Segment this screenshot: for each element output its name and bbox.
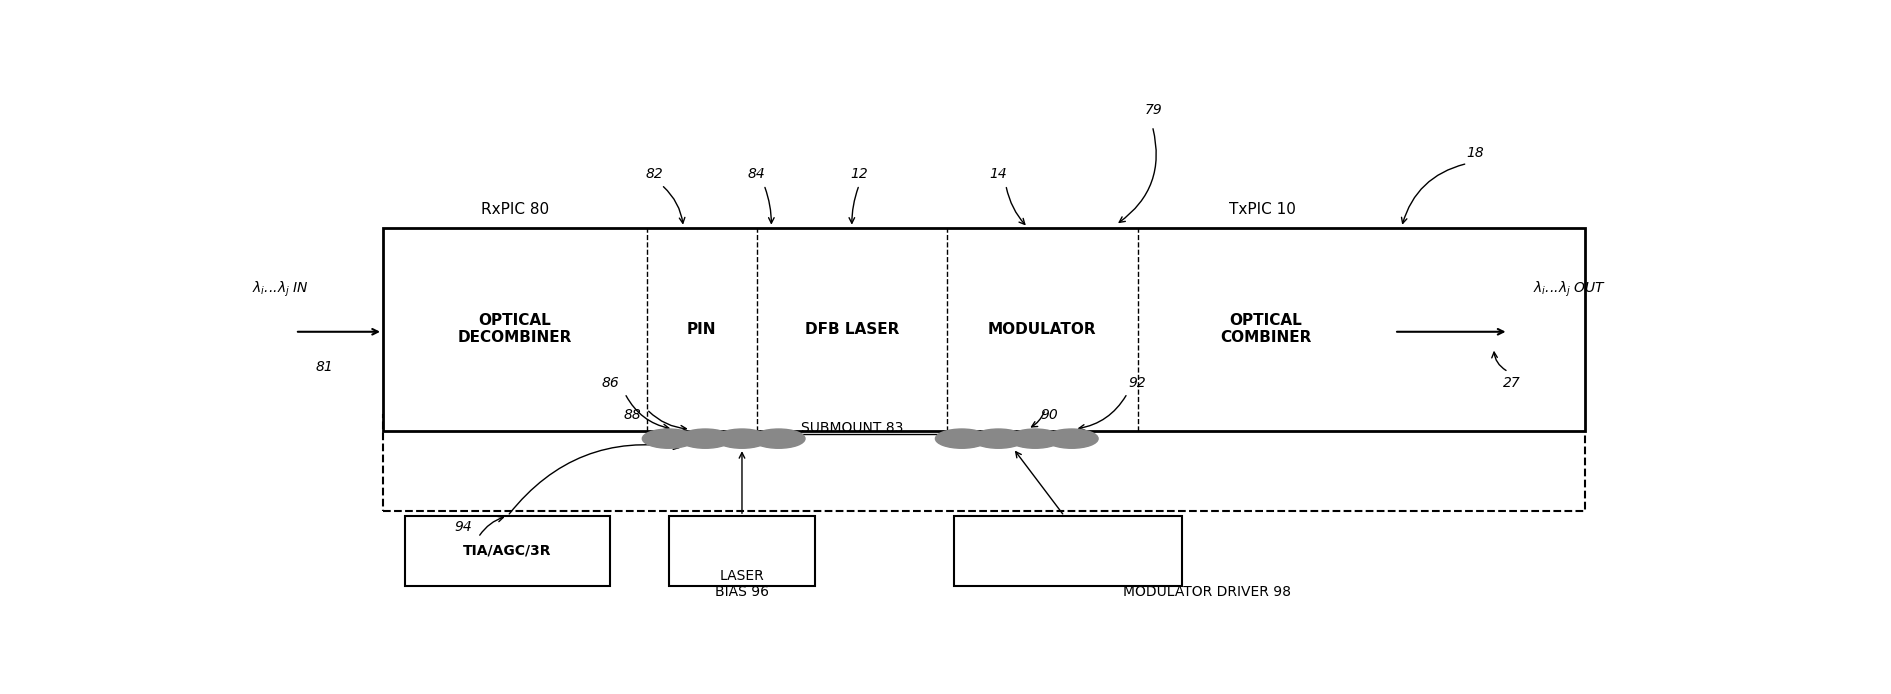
Text: TxPIC 10: TxPIC 10 xyxy=(1229,202,1295,217)
Text: 90: 90 xyxy=(1040,407,1059,421)
Text: RxPIC 80: RxPIC 80 xyxy=(480,202,548,217)
Circle shape xyxy=(1008,429,1061,448)
Text: 18: 18 xyxy=(1466,146,1484,160)
Text: OPTICAL
DECOMBINER: OPTICAL DECOMBINER xyxy=(458,313,571,346)
Circle shape xyxy=(972,429,1025,448)
Text: 12: 12 xyxy=(851,167,868,181)
Text: PIN: PIN xyxy=(686,321,717,337)
FancyBboxPatch shape xyxy=(669,516,815,586)
Circle shape xyxy=(1046,429,1099,448)
Text: LASER
BIAS 96: LASER BIAS 96 xyxy=(715,569,770,599)
Text: OPTICAL
COMBINER: OPTICAL COMBINER xyxy=(1220,313,1312,346)
Text: 92: 92 xyxy=(1129,375,1146,389)
Text: TIA/AGC/3R: TIA/AGC/3R xyxy=(463,544,552,558)
Text: 86: 86 xyxy=(601,375,618,389)
Text: $\lambda_i$...$\lambda_j$ IN: $\lambda_i$...$\lambda_j$ IN xyxy=(252,280,308,298)
Text: 88: 88 xyxy=(624,407,641,421)
Circle shape xyxy=(643,429,696,448)
Text: 94: 94 xyxy=(454,520,473,534)
Text: 84: 84 xyxy=(747,167,766,181)
Circle shape xyxy=(679,429,732,448)
Circle shape xyxy=(936,429,989,448)
Text: SUBMOUNT 83: SUBMOUNT 83 xyxy=(800,421,904,435)
Text: 81: 81 xyxy=(316,359,333,373)
Text: 27: 27 xyxy=(1503,375,1520,389)
Circle shape xyxy=(753,429,806,448)
Text: $\lambda_i$...$\lambda_j$ OUT: $\lambda_i$...$\lambda_j$ OUT xyxy=(1534,280,1607,298)
Text: MODULATOR: MODULATOR xyxy=(989,321,1097,337)
Circle shape xyxy=(715,429,768,448)
Text: 82: 82 xyxy=(645,167,664,181)
FancyBboxPatch shape xyxy=(955,516,1182,586)
FancyBboxPatch shape xyxy=(382,228,1585,430)
Text: DFB LASER: DFB LASER xyxy=(806,321,898,337)
FancyBboxPatch shape xyxy=(405,516,611,586)
FancyBboxPatch shape xyxy=(382,414,1585,511)
Text: 14: 14 xyxy=(989,167,1008,181)
Text: 79: 79 xyxy=(1146,103,1163,117)
Text: MODULATOR DRIVER 98: MODULATOR DRIVER 98 xyxy=(1123,585,1292,599)
